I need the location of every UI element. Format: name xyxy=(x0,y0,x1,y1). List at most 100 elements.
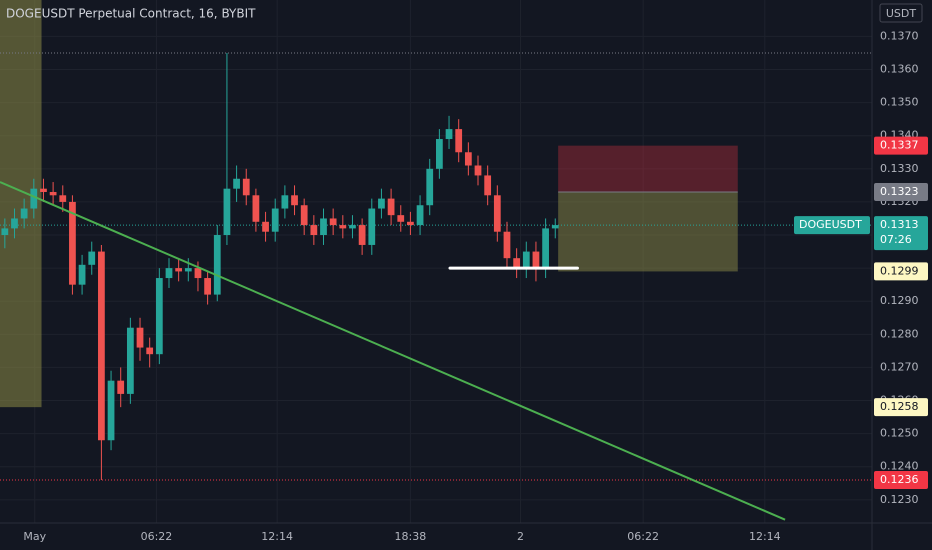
candle-body xyxy=(117,380,125,394)
candle-body xyxy=(252,195,260,222)
x-tick-label: 2 xyxy=(517,530,524,543)
x-tick-label: 18:38 xyxy=(395,530,427,543)
x-tick-label: 12:14 xyxy=(749,530,781,543)
x-tick-label: 06:22 xyxy=(627,530,659,543)
candle-body xyxy=(155,278,163,355)
candle-body xyxy=(407,221,414,226)
candle-body xyxy=(30,188,38,209)
current-price: 0.1313 xyxy=(880,218,919,231)
candle-body xyxy=(213,235,221,295)
x-tick-label: 06:22 xyxy=(141,530,173,543)
target-zone xyxy=(558,191,738,272)
candle-body xyxy=(126,327,134,394)
candle-body xyxy=(542,228,549,269)
stop-zone xyxy=(558,145,738,192)
x-tick-label: 12:14 xyxy=(261,530,293,543)
price-tag-label: 0.1337 xyxy=(880,139,919,152)
candle-body xyxy=(436,139,443,169)
candle-body xyxy=(320,218,327,236)
candle-body xyxy=(291,195,298,206)
candle-body xyxy=(378,198,385,209)
candle-body xyxy=(136,327,144,348)
x-tick-label: May xyxy=(23,530,46,543)
candle-body xyxy=(69,201,76,285)
candle-body xyxy=(281,195,289,209)
price-tag xyxy=(874,398,928,417)
plot-area xyxy=(0,0,872,523)
y-tick-label: 0.1280 xyxy=(880,327,919,340)
y-tick-label: 0.1370 xyxy=(880,29,919,42)
candle-body xyxy=(387,198,395,216)
price-tag-label: 0.1258 xyxy=(880,400,919,413)
candle-body xyxy=(455,129,463,153)
candle-body xyxy=(20,208,28,219)
symbol-tag xyxy=(794,216,870,235)
candle-body xyxy=(551,225,559,229)
candle-body xyxy=(98,251,105,441)
candle-body xyxy=(474,165,482,176)
candle-body xyxy=(11,218,18,229)
candle-body xyxy=(59,195,67,202)
candle-body xyxy=(88,251,96,265)
price-tag xyxy=(874,182,928,201)
countdown: 07:26 xyxy=(880,233,912,246)
candle-body xyxy=(78,264,86,285)
candle-body xyxy=(146,347,154,355)
candle-body xyxy=(503,231,511,259)
candle-body xyxy=(329,218,337,226)
candle-body xyxy=(339,225,347,229)
candle-body xyxy=(397,215,405,222)
candle-body xyxy=(262,221,269,232)
candle-body xyxy=(271,208,279,232)
price-tag-label: 0.1299 xyxy=(880,264,919,277)
candle-body xyxy=(204,278,211,295)
candle-body xyxy=(532,251,540,269)
price-tag xyxy=(874,470,928,489)
chart-title: DOGEUSDT Perpetual Contract, 16, BYBIT xyxy=(6,7,256,21)
currency: USDT xyxy=(886,7,917,20)
candle-body xyxy=(165,268,173,279)
currency-box xyxy=(879,3,923,23)
candle-body xyxy=(300,205,308,226)
y-tick-label: 0.1230 xyxy=(880,493,919,506)
candle-body xyxy=(445,129,453,140)
candle-body xyxy=(522,251,530,269)
y-tick-label: 0.1360 xyxy=(880,63,919,76)
y-tick-label: 0.1270 xyxy=(880,360,919,373)
candle-body xyxy=(358,225,366,245)
symbol-label: DOGEUSDT xyxy=(799,218,862,231)
candle-body xyxy=(416,205,424,226)
price-tag xyxy=(874,136,928,155)
candle-body xyxy=(493,195,501,232)
y-tick-label: 0.1250 xyxy=(880,427,919,440)
candle-body xyxy=(175,268,183,272)
candle-body xyxy=(107,380,115,441)
y-tick-label: 0.1330 xyxy=(880,162,919,175)
y-tick-label: 0.1350 xyxy=(880,96,919,109)
price-tag xyxy=(874,262,928,281)
candle-body xyxy=(242,178,250,196)
candle-body xyxy=(49,191,57,196)
candle-body xyxy=(184,268,192,272)
candle-body xyxy=(194,268,202,279)
candle-body xyxy=(1,228,9,236)
candle-body xyxy=(349,225,356,229)
price-tag-label: 0.1236 xyxy=(880,473,919,486)
candle-body xyxy=(233,178,240,189)
candle-body xyxy=(513,258,521,269)
candle-body xyxy=(426,168,434,206)
current-price-tag xyxy=(874,216,928,251)
trendline xyxy=(0,181,786,521)
candle-body xyxy=(464,152,472,166)
candle-body xyxy=(484,175,492,196)
candle-body xyxy=(223,188,231,236)
candle-body xyxy=(40,188,47,192)
price-tag-label: 0.1323 xyxy=(880,185,919,198)
y-tick-label: 0.1240 xyxy=(880,460,919,473)
y-tick-label: 0.1290 xyxy=(880,294,919,307)
candle-body xyxy=(368,208,376,245)
candle-body xyxy=(310,225,318,236)
